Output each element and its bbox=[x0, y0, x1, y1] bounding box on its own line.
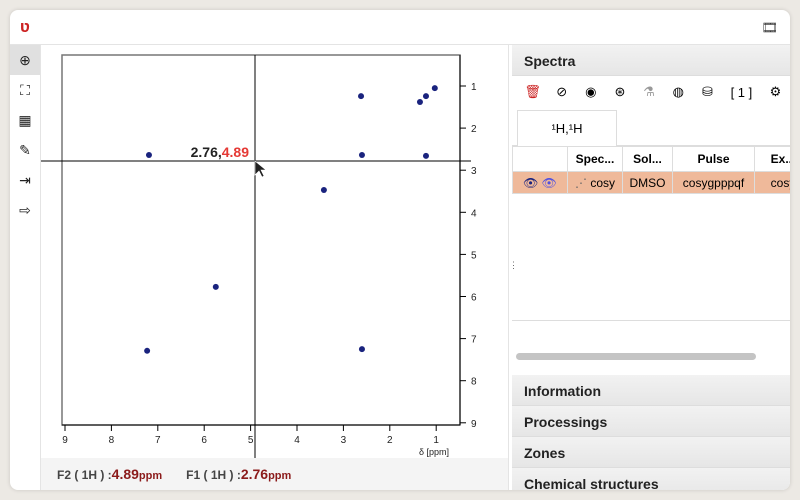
table-header: Spec... Sol... Pulse Ex... bbox=[512, 146, 790, 172]
center-icon[interactable]: ⊛ bbox=[614, 84, 626, 99]
x-tick-label: 9 bbox=[62, 435, 68, 446]
visibility-icons[interactable]: 👁 👁 bbox=[512, 171, 568, 194]
section-processings[interactable]: Processings bbox=[512, 406, 790, 437]
horizontal-scrollbar[interactable] bbox=[516, 353, 756, 360]
right-panel: Spectra 🗑 ⊘ ◉ ⊛ ⚗ ◍ ⛁ [ 1 ] ⚙ ¹H,¹H Spec… bbox=[512, 45, 790, 490]
x-tick-label: 2 bbox=[387, 435, 393, 446]
plot-frame bbox=[61, 54, 461, 426]
export-icon[interactable]: ⇨ bbox=[19, 201, 31, 218]
y-tick-label: 5 bbox=[471, 250, 477, 261]
spectra-toolbar: 🗑 ⊘ ◉ ⊛ ⚗ ◍ ⛁ [ 1 ] ⚙ bbox=[512, 76, 790, 108]
top-bar: ʋ 🎞 bbox=[10, 10, 790, 45]
mouse-cursor-icon bbox=[254, 160, 267, 178]
filter-icon[interactable]: ⚗ bbox=[643, 84, 655, 99]
y-tick-label: 1 bbox=[471, 82, 477, 93]
spectra-header[interactable]: Spectra bbox=[512, 45, 790, 76]
peak bbox=[320, 186, 327, 193]
status-footer: F2 ( 1H ) :4.89ppm F1 ( 1H ) :2.76ppm bbox=[41, 458, 508, 490]
x-tick-label: 8 bbox=[109, 435, 115, 446]
peak bbox=[212, 283, 219, 290]
peak bbox=[145, 152, 152, 159]
peak-picking-icon[interactable]: ▦ bbox=[18, 111, 32, 128]
palette-icon[interactable]: ◍ bbox=[672, 84, 684, 99]
x-tick-label: 7 bbox=[155, 435, 161, 446]
film-icon[interactable]: 🎞 bbox=[761, 20, 778, 35]
y-tick-label: 9 bbox=[471, 419, 477, 430]
logo: ʋ bbox=[20, 17, 30, 36]
delete-icon[interactable]: 🗑 bbox=[524, 84, 541, 99]
fill-icon[interactable]: ⛁ bbox=[701, 84, 713, 99]
spectrum-plot[interactable]: 9 8 7 6 5 4 3 2 1 1 2 3 4 5 6 7 8 9 δ [ppm] 2.76,4.89 bbox=[41, 45, 508, 458]
peak bbox=[422, 152, 429, 159]
x-tick-label: 3 bbox=[341, 435, 347, 446]
section-information[interactable]: Information bbox=[512, 375, 790, 406]
peak bbox=[431, 85, 438, 92]
count-button[interactable]: [ 1 ] bbox=[730, 84, 753, 100]
table-row[interactable]: 👁 👁 ⋰ cosy DMSO cosygpppqf cosy bbox=[512, 171, 790, 194]
spectra-table: Spec... Sol... Pulse Ex... 👁 👁 ⋰ cosy DM… bbox=[512, 146, 790, 321]
f2-readout: F2 ( 1H ) :4.89ppm bbox=[57, 466, 163, 482]
import-icon[interactable]: ⇥ bbox=[19, 171, 31, 188]
y-tick-label: 4 bbox=[471, 208, 477, 219]
y-tick-label: 8 bbox=[471, 377, 477, 388]
f1-readout: F1 ( 1H ) :2.76ppm bbox=[186, 466, 292, 482]
hide-icon[interactable]: ⊘ bbox=[556, 84, 568, 99]
x-tick-label: 1 bbox=[433, 435, 439, 446]
app-window: ʋ 🎞 ⊕ ⛶ ▦ ✎ ⇥ ⇨ 9 8 7 6 5 4 3 2 1 1 2 3 4 5 6 7 8 9 δ [ppm… bbox=[10, 10, 790, 490]
x-axis-label: δ [ppm] bbox=[419, 447, 449, 457]
peak bbox=[358, 152, 365, 159]
x-tick-label: 5 bbox=[248, 435, 254, 446]
cursor-label: 2.76,4.89 bbox=[191, 144, 250, 160]
eye-icon[interactable]: ◉ bbox=[585, 84, 597, 99]
peak bbox=[358, 93, 365, 100]
fullscreen-icon[interactable]: ⛶ bbox=[20, 81, 30, 98]
tab-1h-1h[interactable]: ¹H,¹H bbox=[517, 110, 617, 147]
peak bbox=[422, 93, 429, 100]
pen-icon[interactable]: ✎ bbox=[19, 141, 31, 158]
y-tick-label: 3 bbox=[471, 166, 477, 177]
y-tick-label: 2 bbox=[471, 124, 477, 135]
y-tick-label: 7 bbox=[471, 335, 477, 346]
plot-svg[interactable]: 9 8 7 6 5 4 3 2 1 1 2 3 4 5 6 7 8 9 δ [ppm] 2.76,4.89 bbox=[41, 45, 508, 458]
peak bbox=[144, 347, 151, 354]
peak bbox=[416, 98, 423, 105]
zoom-in-icon[interactable]: ⊕ bbox=[10, 45, 40, 75]
section-chemical-structures[interactable]: Chemical structures bbox=[512, 468, 790, 490]
x-tick-label: 6 bbox=[201, 435, 207, 446]
left-toolbar: ⊕ ⛶ ▦ ✎ ⇥ ⇨ bbox=[10, 45, 41, 490]
y-tick-label: 6 bbox=[471, 293, 477, 304]
peak bbox=[358, 346, 365, 353]
2d-icon: ⋰ bbox=[574, 175, 587, 190]
settings-icon[interactable]: ⚙ bbox=[769, 84, 782, 99]
x-tick-label: 4 bbox=[294, 435, 300, 446]
tabs: ¹H,¹H bbox=[512, 108, 790, 147]
section-zones[interactable]: Zones bbox=[512, 437, 790, 468]
